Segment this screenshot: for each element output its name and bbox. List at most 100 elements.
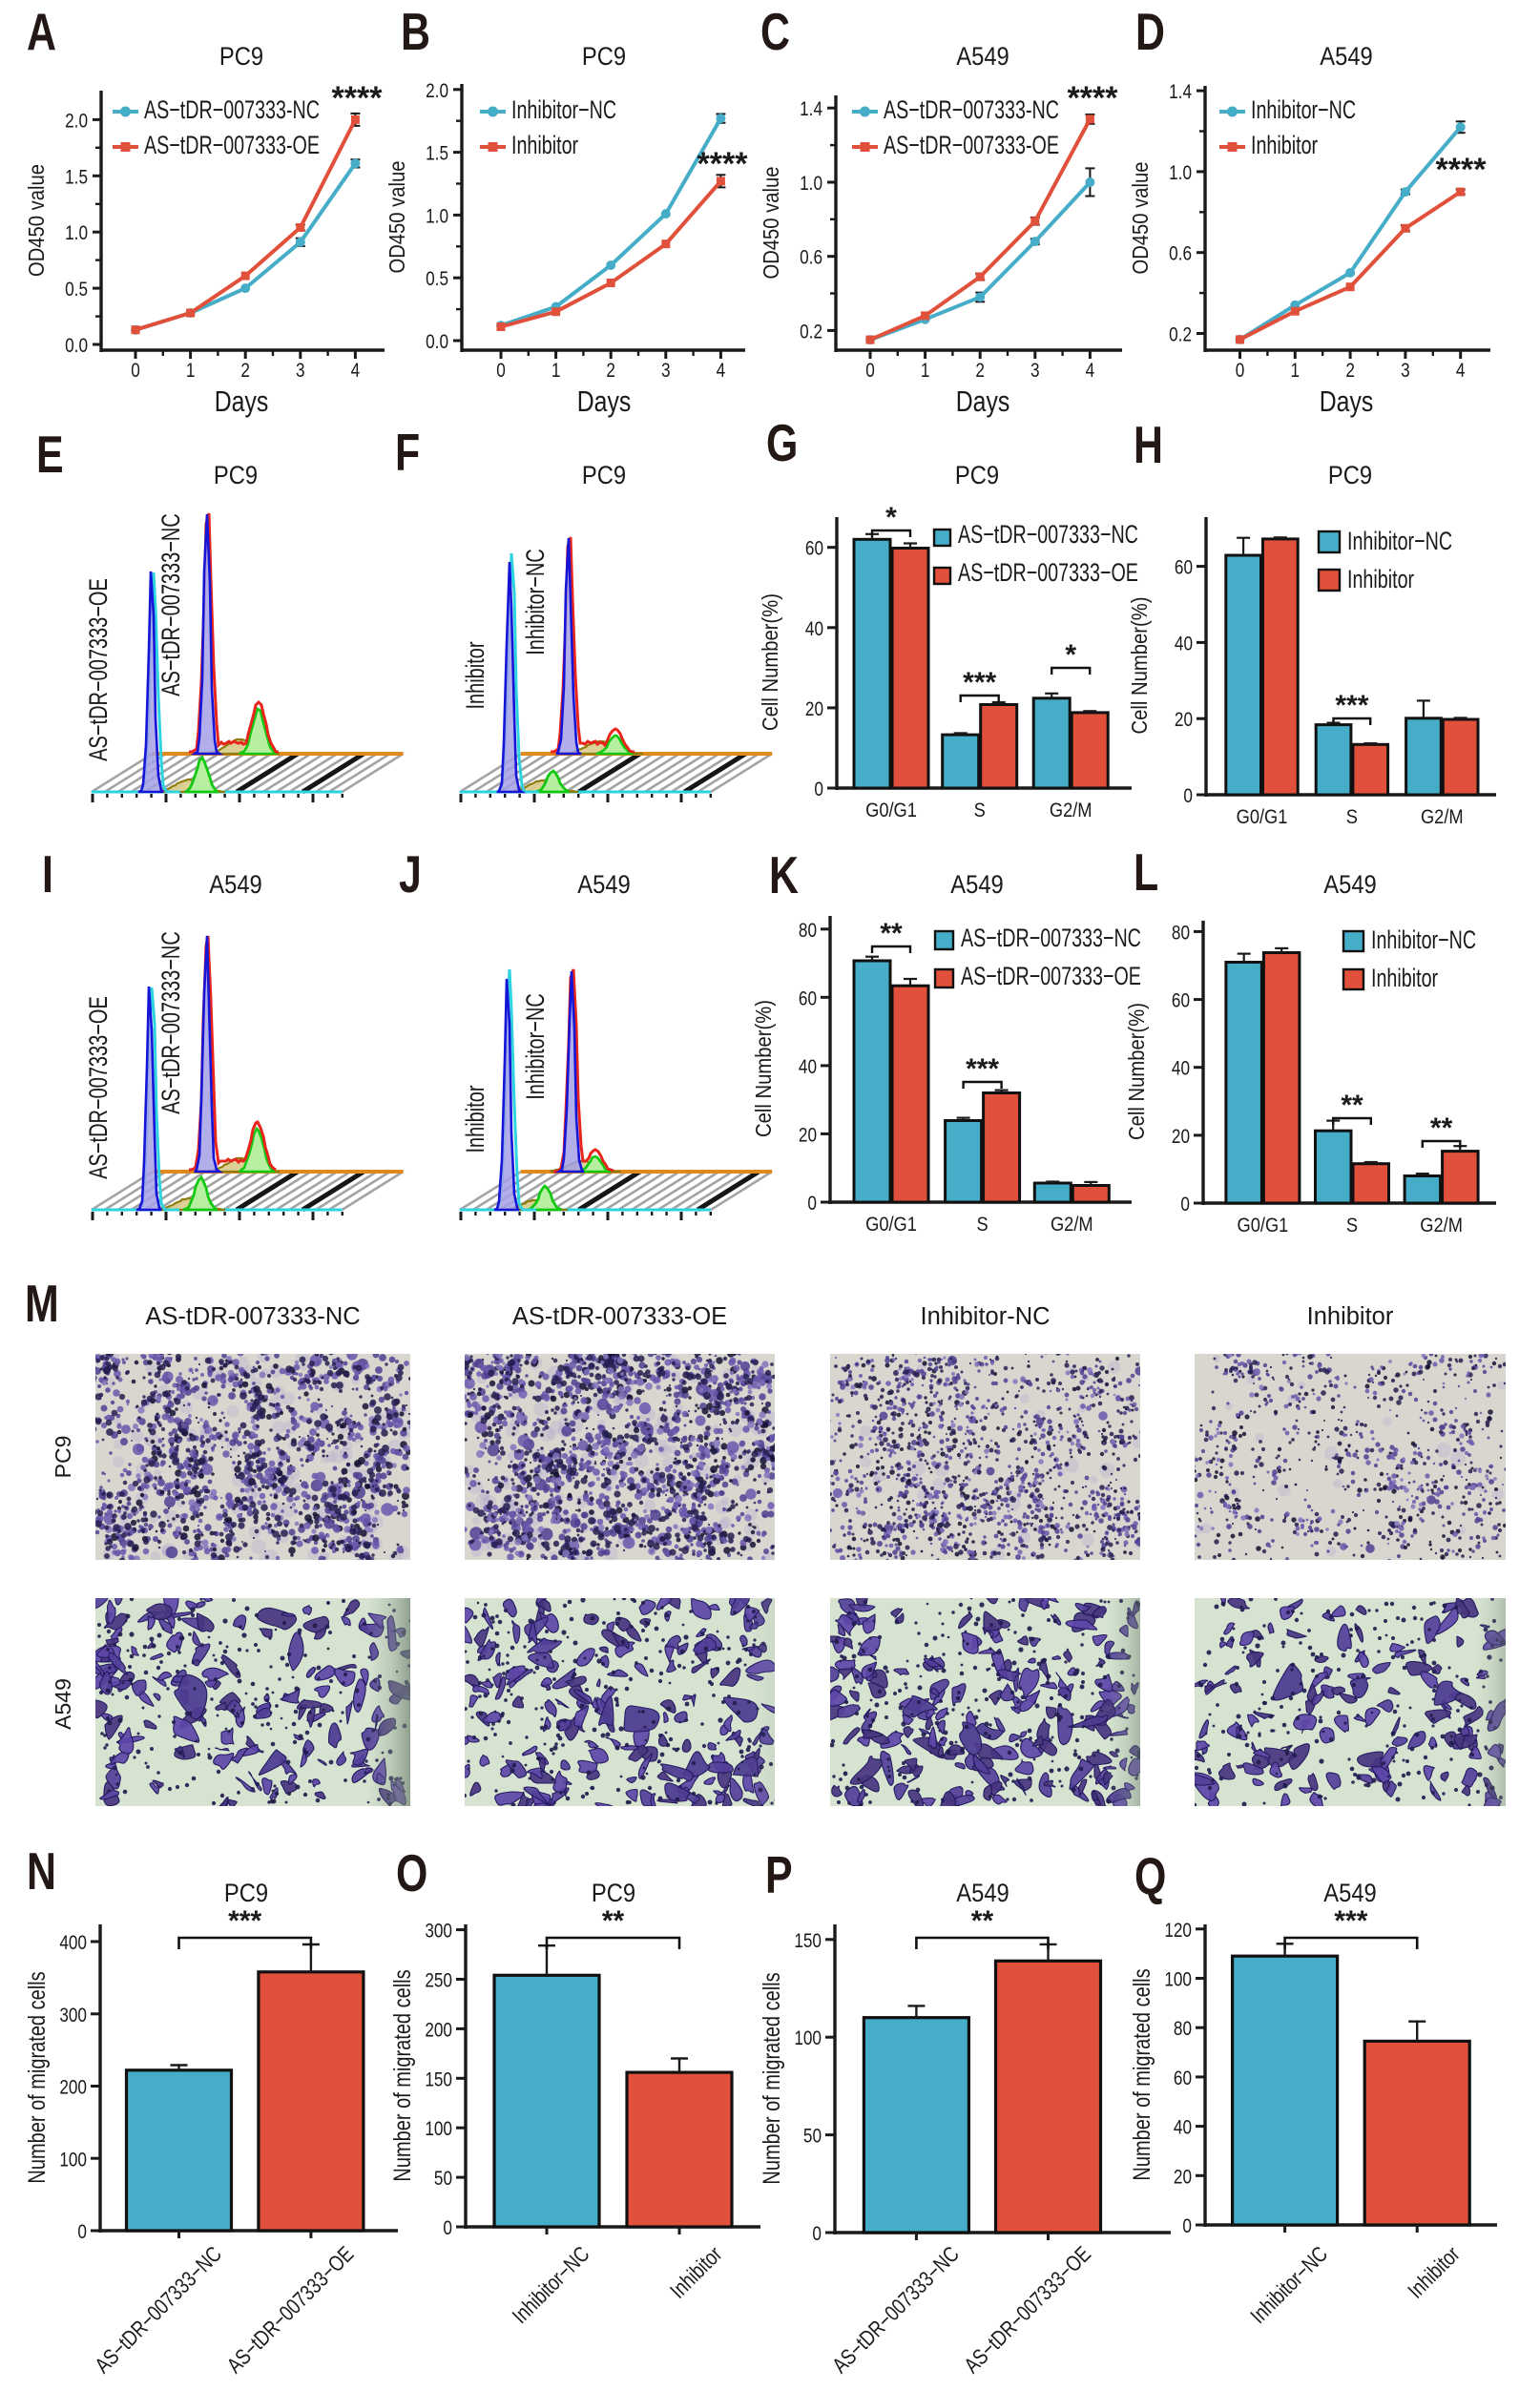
svg-text:3: 3 xyxy=(1401,359,1410,382)
svg-text:S: S xyxy=(1346,1215,1358,1237)
svg-text:P: P xyxy=(765,1846,793,1904)
svg-text:Q: Q xyxy=(1134,1847,1166,1905)
svg-text:Days: Days xyxy=(577,384,631,417)
svg-text:**: ** xyxy=(1341,1090,1363,1121)
svg-text:C: C xyxy=(760,3,790,61)
svg-text:PC9: PC9 xyxy=(1328,462,1372,490)
svg-text:A549: A549 xyxy=(577,871,630,900)
svg-text:200: 200 xyxy=(59,2076,87,2099)
svg-text:Inhibitor-NC: Inhibitor-NC xyxy=(920,1303,1050,1330)
svg-text:AS−tDR−007333-OE: AS−tDR−007333-OE xyxy=(144,132,320,160)
svg-text:**: ** xyxy=(971,1905,994,1937)
svg-text:AS−tDR−007333−OE: AS−tDR−007333−OE xyxy=(84,578,114,761)
svg-text:3: 3 xyxy=(661,359,671,382)
svg-text:F: F xyxy=(395,424,420,482)
svg-text:1: 1 xyxy=(186,359,196,382)
svg-text:AS−tDR−007333−OE: AS−tDR−007333−OE xyxy=(961,963,1141,991)
svg-text:PC9: PC9 xyxy=(214,462,258,490)
svg-text:G0/G1: G0/G1 xyxy=(865,800,917,822)
svg-text:G0/G1: G0/G1 xyxy=(865,1214,917,1237)
svg-text:Cell Number(%): Cell Number(%) xyxy=(1124,1003,1150,1140)
svg-text:M: M xyxy=(25,1275,59,1333)
svg-text:4: 4 xyxy=(717,359,726,382)
svg-text:PC9: PC9 xyxy=(224,1880,268,1908)
svg-text:D: D xyxy=(1135,3,1165,61)
svg-text:4: 4 xyxy=(1456,359,1466,382)
svg-text:80: 80 xyxy=(1174,2017,1192,2040)
svg-text:0.6: 0.6 xyxy=(800,246,822,269)
svg-text:2.0: 2.0 xyxy=(426,79,448,102)
svg-text:AS−tDR−007333-NC: AS−tDR−007333-NC xyxy=(144,96,320,125)
svg-text:2: 2 xyxy=(606,359,615,382)
svg-text:AS−tDR−007333−NC: AS−tDR−007333−NC xyxy=(961,925,1141,953)
svg-text:0: 0 xyxy=(1180,1193,1190,1216)
svg-text:****: **** xyxy=(697,146,749,182)
svg-text:Cell Number(%): Cell Number(%) xyxy=(1127,597,1153,735)
svg-text:A549: A549 xyxy=(956,43,1009,72)
svg-text:0: 0 xyxy=(131,359,140,382)
svg-text:400: 400 xyxy=(59,1931,87,1954)
svg-text:A549: A549 xyxy=(950,871,1003,900)
svg-text:A549: A549 xyxy=(209,871,261,900)
svg-text:A549: A549 xyxy=(1323,1880,1376,1908)
svg-text:20: 20 xyxy=(805,697,823,720)
svg-text:0.5: 0.5 xyxy=(426,267,448,290)
svg-text:Cell Number(%): Cell Number(%) xyxy=(758,593,783,731)
svg-text:A549: A549 xyxy=(1320,43,1372,72)
svg-text:Days: Days xyxy=(1320,384,1373,417)
svg-text:G0/G1: G0/G1 xyxy=(1237,806,1288,829)
svg-text:OD450 value: OD450 value xyxy=(1128,161,1154,274)
svg-text:PC9: PC9 xyxy=(219,43,263,72)
svg-text:1.0: 1.0 xyxy=(65,221,88,244)
svg-text:****: **** xyxy=(332,80,384,116)
svg-text:PC9: PC9 xyxy=(955,462,999,490)
svg-text:80: 80 xyxy=(1172,922,1190,945)
svg-text:Inhibitor: Inhibitor xyxy=(1307,1303,1394,1330)
svg-text:****: **** xyxy=(1436,152,1488,188)
svg-text:K: K xyxy=(769,846,799,904)
svg-text:0: 0 xyxy=(77,2220,87,2243)
svg-text:40: 40 xyxy=(799,1055,817,1078)
svg-text:1.4: 1.4 xyxy=(800,97,822,120)
svg-text:Cell Number(%): Cell Number(%) xyxy=(751,1000,777,1137)
svg-text:AS−tDR−007333−OE: AS−tDR−007333−OE xyxy=(958,559,1138,588)
svg-text:AS−tDR−007333−NC: AS−tDR−007333−NC xyxy=(156,931,186,1114)
svg-text:E: E xyxy=(36,426,64,484)
svg-text:60: 60 xyxy=(1174,2067,1192,2089)
svg-text:H: H xyxy=(1134,416,1163,474)
svg-text:AS−tDR−007333-NC: AS−tDR−007333-NC xyxy=(884,96,1059,125)
svg-text:200: 200 xyxy=(425,2019,452,2042)
svg-text:150: 150 xyxy=(425,2068,452,2091)
svg-text:A549: A549 xyxy=(1323,871,1376,900)
svg-text:**: ** xyxy=(1430,1112,1453,1144)
svg-text:0.2: 0.2 xyxy=(1169,323,1192,346)
svg-text:Inhibitor: Inhibitor xyxy=(1347,566,1414,594)
svg-text:PC9: PC9 xyxy=(51,1436,75,1479)
svg-text:0: 0 xyxy=(814,778,823,800)
svg-text:150: 150 xyxy=(794,1929,822,1952)
svg-text:PC9: PC9 xyxy=(592,1880,635,1908)
svg-text:60: 60 xyxy=(799,987,817,1010)
svg-text:Number of migrated cells: Number of migrated cells xyxy=(759,1972,785,2184)
svg-text:1.0: 1.0 xyxy=(1169,161,1192,184)
svg-text:***: *** xyxy=(1335,690,1368,721)
svg-text:L: L xyxy=(1134,843,1158,902)
svg-text:0: 0 xyxy=(1183,784,1193,807)
svg-text:2: 2 xyxy=(240,359,250,382)
svg-text:60: 60 xyxy=(1172,989,1190,1012)
svg-text:50: 50 xyxy=(434,2167,452,2190)
svg-text:1.4: 1.4 xyxy=(1169,80,1192,103)
svg-text:OD450 value: OD450 value xyxy=(385,160,410,273)
svg-text:2.0: 2.0 xyxy=(65,110,88,133)
svg-text:50: 50 xyxy=(803,2125,822,2148)
svg-text:PC9: PC9 xyxy=(582,462,626,490)
svg-text:4: 4 xyxy=(351,359,361,382)
svg-text:40: 40 xyxy=(805,617,823,640)
svg-text:AS-tDR-007333-OE: AS-tDR-007333-OE xyxy=(512,1303,727,1330)
svg-text:0: 0 xyxy=(812,2222,822,2245)
svg-text:Number of migrated cells: Number of migrated cells xyxy=(389,1969,416,2181)
svg-text:0.0: 0.0 xyxy=(426,330,448,353)
svg-text:2: 2 xyxy=(975,359,985,382)
svg-text:40: 40 xyxy=(1175,633,1193,655)
svg-text:0: 0 xyxy=(1236,359,1245,382)
